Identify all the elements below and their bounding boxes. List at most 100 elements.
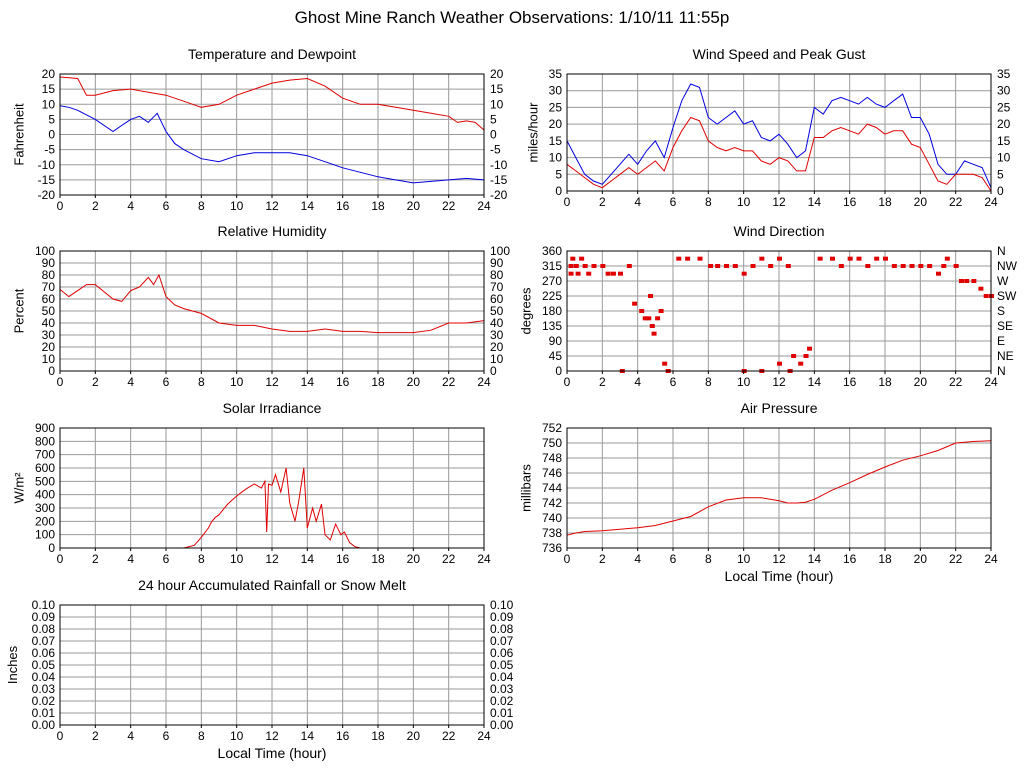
- x-tick-label: 16: [336, 729, 350, 743]
- data-point: [941, 264, 947, 268]
- series-line-1: [59, 105, 485, 184]
- y-tick-label: 0: [555, 364, 562, 378]
- y-tick-label: 0: [48, 364, 55, 378]
- x-tick-label: 22: [442, 375, 456, 389]
- y-tick-label: 750: [542, 436, 562, 450]
- y-right-tick-label: 30: [997, 84, 1011, 98]
- data-point: [865, 264, 871, 268]
- y-right-tick-label: 20: [490, 67, 504, 81]
- y-right-tick-label: -20: [490, 188, 508, 202]
- data-point: [807, 346, 813, 351]
- data-point: [632, 301, 638, 306]
- compass-label: W: [997, 274, 1009, 288]
- page-title: Ghost Mine Ranch Weather Observations: 1…: [294, 8, 730, 27]
- x-tick-label: 16: [843, 195, 857, 209]
- y-right-tick-label: 10: [490, 97, 504, 111]
- chart-title: 24 hour Accumulated Rainfall or Snow Mel…: [138, 577, 406, 593]
- data-point: [978, 286, 984, 291]
- y-tick-label: -20: [38, 188, 56, 202]
- y-right-tick-label: 40: [490, 316, 504, 330]
- x-tick-label: 4: [127, 199, 134, 213]
- x-tick-label: 2: [92, 729, 99, 743]
- y-right-tick-label: 80: [490, 268, 504, 282]
- y-tick-label: 0.06: [32, 646, 56, 660]
- y-right-tick-label: 0.08: [490, 622, 514, 636]
- y-right-tick-label: 20: [490, 340, 504, 354]
- y-tick-label: 500: [35, 474, 55, 488]
- data-point: [573, 264, 579, 268]
- y-right-tick-label: 100: [490, 244, 510, 258]
- data-point: [570, 256, 576, 261]
- y-tick-label: 90: [549, 334, 563, 348]
- y-right-tick-label: 15: [490, 82, 504, 96]
- data-point: [798, 361, 804, 366]
- data-point: [646, 316, 652, 321]
- x-tick-label: 12: [772, 552, 786, 566]
- x-tick-label: 20: [914, 195, 928, 209]
- x-tick-label: 18: [878, 195, 892, 209]
- y-right-tick-label: 0.05: [490, 658, 514, 672]
- y-tick-label: 25: [549, 100, 563, 114]
- x-tick-label: 18: [878, 552, 892, 566]
- data-point: [568, 264, 574, 268]
- x-tick-label: 10: [230, 729, 244, 743]
- data-point: [586, 271, 592, 276]
- y-tick-label: 600: [35, 461, 55, 475]
- y-tick-label: 0.08: [32, 622, 56, 636]
- y-tick-label: 5: [555, 167, 562, 181]
- x-tick-label: 14: [808, 375, 822, 389]
- y-tick-label: 10: [549, 151, 563, 165]
- y-axis-title: Percent: [12, 288, 27, 333]
- y-right-tick-label: 0.04: [490, 670, 514, 684]
- y-right-tick-label: 0.07: [490, 634, 514, 648]
- data-point: [958, 279, 964, 283]
- data-point: [856, 256, 862, 261]
- y-right-tick-label: 60: [490, 292, 504, 306]
- compass-label: E: [997, 334, 1005, 348]
- data-point: [803, 354, 809, 358]
- chart-title: Relative Humidity: [218, 223, 327, 239]
- y-right-tick-label: -5: [490, 143, 501, 157]
- x-tick-label: 4: [127, 375, 134, 389]
- y-right-tick-label: -15: [490, 173, 508, 187]
- y-right-tick-label: 0: [997, 184, 1004, 198]
- y-right-tick-label: 70: [490, 280, 504, 294]
- y-tick-label: 135: [542, 319, 562, 333]
- y-tick-label: -5: [44, 143, 55, 157]
- data-point: [715, 264, 721, 268]
- y-tick-label: 360: [542, 244, 562, 258]
- x-tick-label: 22: [949, 552, 963, 566]
- data-point: [741, 271, 747, 276]
- x-tick-label: 6: [163, 552, 170, 566]
- data-point: [983, 294, 989, 298]
- x-tick-label: 20: [407, 375, 421, 389]
- x-tick-label: 10: [230, 199, 244, 213]
- x-tick-label: 6: [670, 552, 677, 566]
- y-right-tick-label: 30: [490, 328, 504, 342]
- y-tick-label: 90: [42, 256, 56, 270]
- data-point: [791, 354, 797, 358]
- x-tick-label: 12: [772, 375, 786, 389]
- data-point: [900, 264, 906, 268]
- y-tick-label: 0.05: [32, 658, 56, 672]
- y-tick-label: 30: [549, 84, 563, 98]
- data-point: [600, 264, 606, 268]
- y-tick-label: 0.02: [32, 694, 56, 708]
- x-tick-label: 10: [737, 375, 751, 389]
- y-tick-label: 45: [549, 349, 563, 363]
- y-right-tick-label: 0.10: [490, 598, 514, 612]
- series-line-0: [59, 76, 485, 131]
- data-point: [936, 271, 941, 276]
- data-point: [883, 256, 888, 261]
- x-tick-label: 14: [301, 729, 315, 743]
- data-point: [708, 264, 714, 268]
- x-tick-label: 24: [477, 552, 491, 566]
- y-tick-label: 315: [542, 259, 562, 273]
- chart-title: Wind Direction: [733, 223, 824, 239]
- y-right-tick-label: 0.00: [490, 718, 514, 732]
- x-tick-label: 10: [737, 195, 751, 209]
